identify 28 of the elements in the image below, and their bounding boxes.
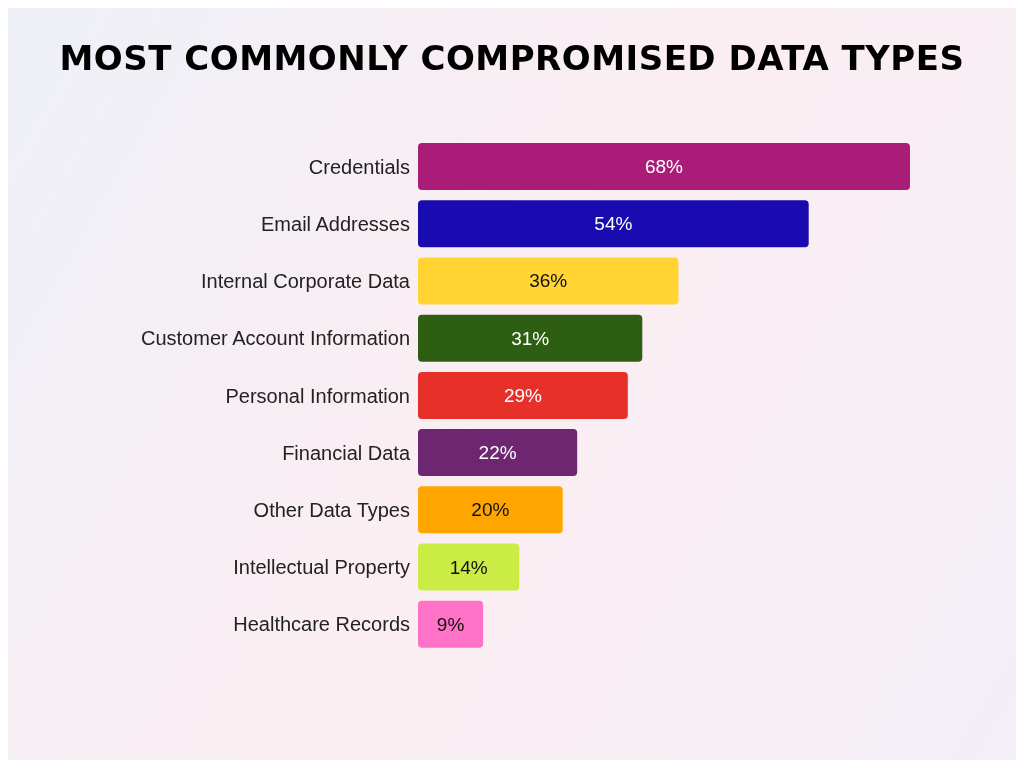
chart-title: MOST COMMONLY COMPROMISED DATA TYPES bbox=[58, 37, 966, 80]
data-label: 22% bbox=[478, 442, 517, 464]
bar bbox=[418, 486, 563, 534]
data-label: 14% bbox=[449, 556, 488, 578]
bar bbox=[418, 600, 484, 648]
bar bbox=[418, 429, 578, 477]
data-label: 54% bbox=[594, 213, 633, 235]
data-label: 68% bbox=[644, 156, 684, 177]
bar bbox=[418, 371, 628, 419]
bar bbox=[418, 314, 643, 362]
y-tick-label: Internal Corporate Data bbox=[200, 270, 411, 293]
data-label: 29% bbox=[503, 384, 543, 406]
y-tick-label: Intellectual Property bbox=[233, 556, 410, 579]
data-label: 36% bbox=[529, 270, 568, 292]
bar bbox=[418, 257, 679, 305]
bar bbox=[418, 200, 809, 248]
data-label: 31% bbox=[511, 327, 550, 349]
bar bbox=[418, 143, 910, 190]
y-tick-label: Financial Data bbox=[282, 441, 411, 464]
y-tick-label: Customer Account Information bbox=[140, 327, 410, 350]
y-tick-label: Personal Information bbox=[225, 384, 410, 407]
y-tick-label: Other Data Types bbox=[253, 499, 410, 522]
y-tick-label: Email Addresses bbox=[261, 212, 410, 235]
data-label: 9% bbox=[436, 613, 465, 635]
data-label: 20% bbox=[471, 499, 510, 521]
y-tick-label: Healthcare Records bbox=[233, 613, 410, 636]
y-tick-label: Credentials bbox=[308, 155, 410, 178]
bar bbox=[418, 543, 520, 591]
